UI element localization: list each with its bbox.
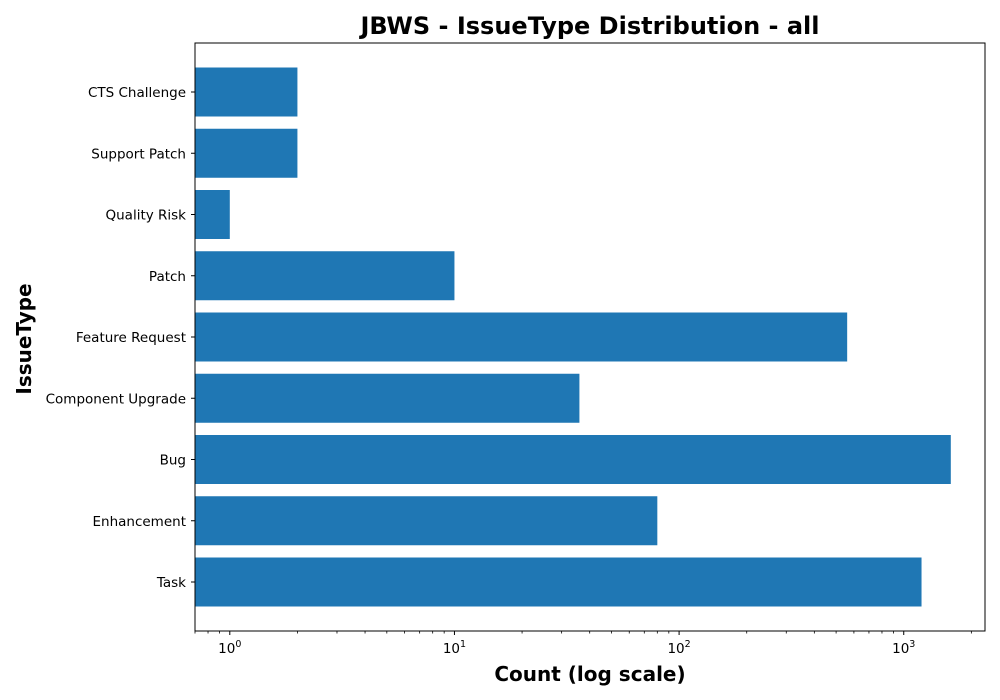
y-tick-label: CTS Challenge <box>88 85 186 101</box>
y-axis-label: IssueType <box>12 283 36 394</box>
bar <box>195 496 658 546</box>
x-tick-label: 103 <box>892 639 915 657</box>
bar <box>195 312 848 362</box>
x-tick-label: 101 <box>443 639 466 657</box>
bar <box>195 67 298 117</box>
y-tick-label: Patch <box>149 269 186 285</box>
bar <box>195 435 951 484</box>
y-tick-label: Quality Risk <box>105 208 186 224</box>
y-tick-label: Support Patch <box>91 146 186 162</box>
bar <box>195 128 298 178</box>
x-tick-label: 100 <box>218 639 241 657</box>
plot-area: Task Enhancement Bug Component Upgrade Featu… <box>46 42 986 657</box>
chart-title: JBWS - IssueType Distribution - all <box>358 12 819 40</box>
y-tick-label: Bug <box>160 453 186 469</box>
x-tick-label: 102 <box>667 639 690 657</box>
y-tick-label: Component Upgrade <box>46 391 186 407</box>
y-tick-label: Feature Request <box>76 330 186 346</box>
x-axis-label: Count (log scale) <box>494 662 685 686</box>
y-tick-label: Enhancement <box>92 514 186 530</box>
bar <box>195 190 230 239</box>
bar <box>195 251 455 301</box>
bar <box>195 557 922 607</box>
bar <box>195 373 580 423</box>
y-tick-label: Task <box>156 575 186 591</box>
